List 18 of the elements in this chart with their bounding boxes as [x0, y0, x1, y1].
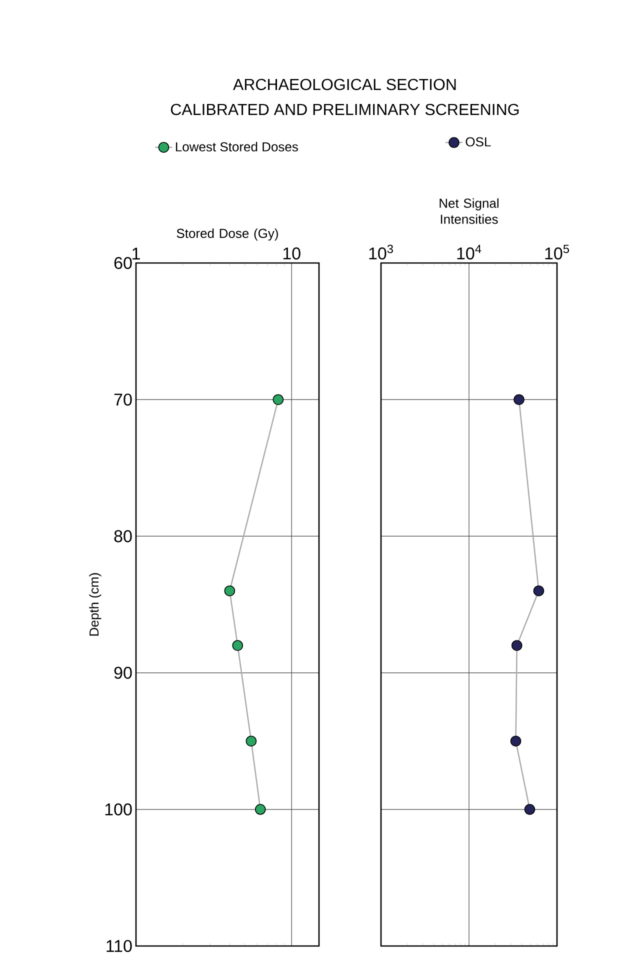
- x-tick-label: 10$^{3}$: [369, 244, 393, 260]
- y-tick-label: 90: [114, 666, 132, 679]
- x-axis-title: Net Signal Intensities: [440, 198, 498, 224]
- y-tick-label: 100: [105, 803, 132, 816]
- y-tick-label: 70: [114, 394, 132, 406]
- x-tick-label: 10$^{4}$: [457, 244, 482, 260]
- x-tick-label: 1: [132, 248, 140, 260]
- legend-label: OSL: [466, 137, 491, 146]
- legend-label: Lowest Stored Doses: [176, 142, 298, 152]
- x-tick-label: 10$^{5}$: [545, 244, 570, 260]
- chart-subtitle: CALIBRATED AND PRELIMINARY SCREENING: [170, 104, 519, 116]
- y-axis-title: Depth (cm): [89, 573, 102, 636]
- y-tick-label: 60: [114, 256, 132, 270]
- y-tick-label: 80: [114, 530, 132, 542]
- chart-title: ARCHAEOLOGICAL SECTION: [233, 78, 456, 90]
- x-axis-title: Stored Dose (Gy): [176, 228, 278, 241]
- y-tick-label: 110: [106, 940, 132, 952]
- x-tick-label: 10: [283, 247, 300, 260]
